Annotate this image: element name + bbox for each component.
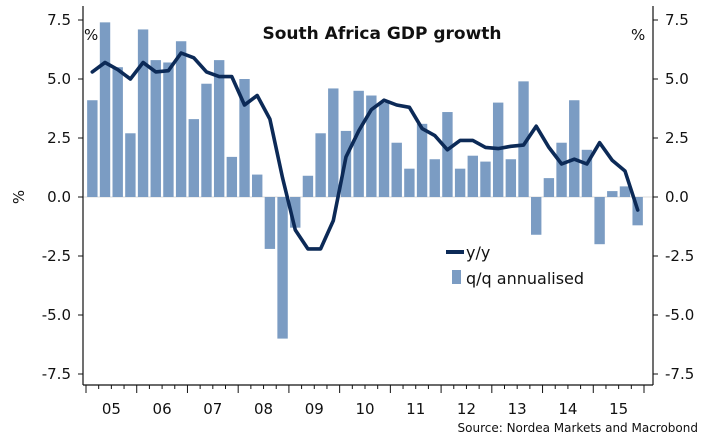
bar-2014Q4 — [581, 149, 593, 197]
legend-swatch-qq — [452, 270, 461, 284]
bar-2011Q4 — [429, 159, 440, 197]
bar-2014Q2 — [556, 142, 567, 197]
bar-2008Q2 — [252, 174, 263, 197]
bar-2010Q4 — [378, 102, 390, 197]
bar-2006Q3 — [163, 62, 174, 198]
ytick-label-right: -2.5 — [665, 247, 694, 265]
bar-2013Q3 — [518, 81, 529, 197]
bar-2005Q1 — [87, 100, 98, 197]
bar-2006Q1 — [137, 29, 149, 197]
xtick-label: 14 — [558, 400, 577, 418]
legend-label-yy: y/y — [466, 243, 490, 262]
source-note: Source: Nordea Markets and Macrobond — [458, 421, 699, 435]
ytick-label-right: 7.5 — [665, 11, 689, 29]
xtick-label: 10 — [355, 400, 374, 418]
bar-2011Q3 — [416, 123, 428, 197]
bar-2006Q2 — [150, 60, 161, 198]
right-unit-label: % — [631, 26, 645, 44]
ytick-label-left: 5.0 — [47, 70, 71, 88]
ytick-label-right: -5.0 — [665, 306, 694, 324]
bar-2013Q4 — [531, 197, 542, 235]
bar-2006Q4 — [175, 41, 187, 197]
bar-2005Q3 — [112, 67, 123, 197]
xtick-label: 08 — [254, 400, 273, 418]
bar-2015Q2 — [607, 191, 618, 197]
bar-2008Q3 — [264, 197, 276, 249]
xtick-label: 05 — [102, 400, 121, 418]
ytick-label-left: -2.5 — [42, 247, 71, 265]
bar-series-qq — [87, 22, 643, 339]
bar-2010Q2 — [353, 90, 364, 197]
ytick-label-left: 7.5 — [47, 11, 71, 29]
legend: y/y q/q annualised — [446, 243, 584, 288]
axes: 7.5 7.5 5.0 5.0 2.5 2.5 0.0 0.0 -2.5 -2.5 -5.0 -5.0… — [42, 6, 694, 418]
chart-title: South Africa GDP growth — [262, 24, 501, 44]
bar-2012Q4 — [480, 161, 491, 197]
bar-2007Q4 — [226, 156, 238, 197]
left-unit-label: % — [84, 26, 98, 44]
bar-2011Q1 — [391, 142, 402, 197]
bar-2012Q1 — [442, 112, 453, 197]
bar-2010Q3 — [366, 95, 377, 197]
xtick-label: 15 — [609, 400, 628, 418]
xtick-label: 09 — [305, 400, 324, 418]
bar-2014Q1 — [543, 178, 555, 197]
bar-2013Q2 — [505, 159, 517, 197]
ytick-label-left: 0.0 — [47, 188, 71, 206]
legend-label-qq: q/q annualised — [466, 269, 584, 288]
xtick-label: 07 — [203, 400, 222, 418]
ytick-label-right: 5.0 — [665, 70, 689, 88]
ytick-label-left: -5.0 — [42, 306, 71, 324]
bar-2011Q2 — [404, 168, 415, 197]
bar-2005Q4 — [125, 133, 136, 197]
xtick-label: 12 — [457, 400, 476, 418]
bar-2007Q2 — [201, 83, 212, 197]
bar-2007Q1 — [188, 119, 199, 197]
bar-2008Q1 — [239, 79, 250, 197]
xtick-label: 06 — [153, 400, 172, 418]
bar-2009Q3 — [315, 133, 326, 197]
bar-2012Q3 — [467, 155, 478, 197]
xtick-label: 13 — [508, 400, 527, 418]
ytick-label-left: 2.5 — [47, 129, 71, 147]
ytick-label-right: 0.0 — [665, 188, 689, 206]
bar-2015Q3 — [619, 186, 631, 197]
line-yy — [90, 51, 640, 251]
bar-2007Q3 — [213, 60, 225, 198]
bar-2009Q4 — [328, 88, 339, 197]
ytick-label-right: -7.5 — [665, 365, 694, 383]
line-series-yy — [90, 51, 640, 251]
bar-2015Q1 — [594, 197, 605, 245]
bar-2009Q2 — [302, 175, 314, 197]
bar-2008Q4 — [277, 197, 288, 339]
bar-2005Q2 — [99, 22, 111, 197]
bar-2014Q3 — [569, 100, 580, 197]
y-axis-label: % — [10, 190, 28, 204]
bar-2012Q2 — [454, 168, 466, 197]
bar-2009Q1 — [290, 197, 301, 228]
xtick-label: 11 — [406, 400, 425, 418]
ytick-label-right: 2.5 — [665, 129, 689, 147]
ytick-label-left: -7.5 — [42, 365, 71, 383]
